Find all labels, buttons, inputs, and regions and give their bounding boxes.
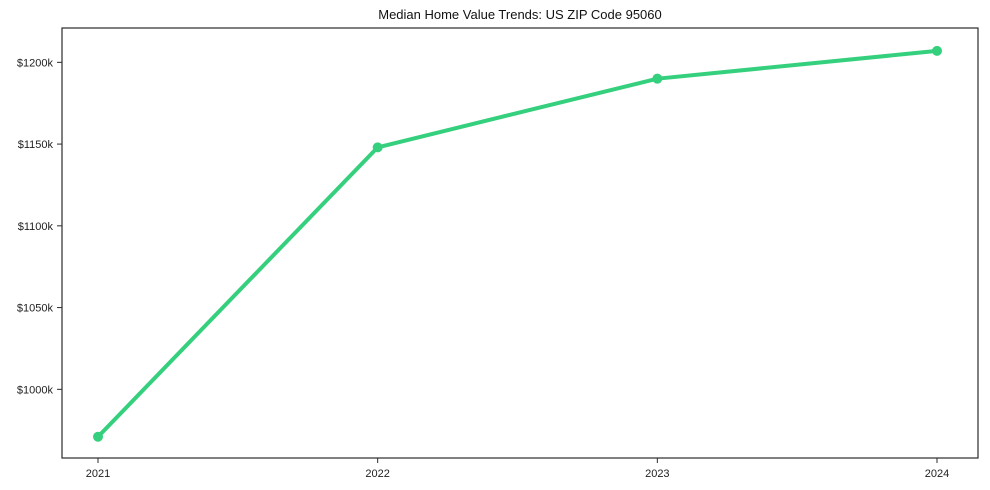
x-tick-label: 2024 <box>925 468 949 480</box>
y-tick-label: $1200k <box>17 57 54 69</box>
y-tick-label: $1150k <box>18 139 54 151</box>
data-point <box>93 431 103 442</box>
chart-title: Median Home Value Trends: US ZIP Code 95… <box>378 7 662 22</box>
plot-border <box>61 27 979 459</box>
y-tick-label: $1000k <box>17 384 54 396</box>
line-series <box>96 48 939 439</box>
x-tick-label: 2023 <box>645 468 669 480</box>
data-point <box>372 142 383 153</box>
data-point <box>932 45 942 56</box>
data-point <box>652 73 663 84</box>
x-tick-label: 2021 <box>86 468 110 480</box>
x-tick-label: 2022 <box>365 468 389 480</box>
y-tick-label: $1100k <box>18 221 54 233</box>
y-tick-label: $1050k <box>17 303 54 315</box>
